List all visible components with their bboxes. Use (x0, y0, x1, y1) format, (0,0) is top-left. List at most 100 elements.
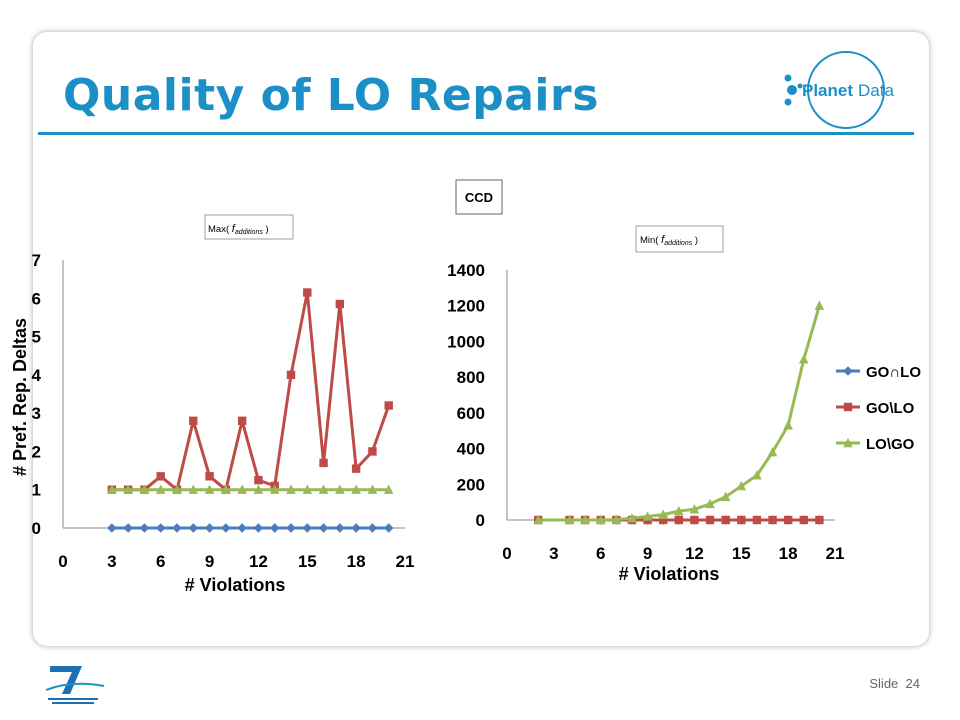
data-point (674, 515, 684, 525)
data-point (139, 523, 150, 533)
legend-label: LO\GO (866, 436, 915, 453)
chart-right-title-sub: additions (664, 240, 693, 247)
data-point (705, 498, 715, 509)
data-point (642, 511, 653, 521)
data-point (189, 416, 198, 425)
x-tick-label: 0 (502, 544, 511, 563)
title-divider (38, 132, 914, 135)
slide-title: Quality of LO Repairs (63, 70, 599, 121)
data-point (351, 464, 361, 473)
data-point (286, 370, 296, 380)
chart-right-title-close: ) (692, 235, 698, 246)
x-tick-label: 9 (205, 552, 214, 571)
chart-left-title-box (204, 214, 294, 240)
series-line-2 (538, 305, 821, 522)
x-tick-label: 21 (826, 544, 845, 563)
data-point (156, 472, 165, 481)
legend-marker (843, 366, 853, 376)
ccd-label: CCD (465, 190, 493, 205)
data-point (783, 515, 793, 525)
data-point (815, 515, 824, 525)
data-point (705, 515, 715, 525)
chart-right-xlabel: # Violations (619, 564, 720, 584)
logo-text-planet: Planet (802, 81, 853, 100)
y-tick-label: 4 (32, 366, 42, 385)
data-point (286, 523, 296, 533)
data-point (533, 514, 544, 525)
x-tick-label: 15 (732, 544, 751, 563)
legend-marker (843, 402, 853, 412)
chart-right-title-main: Min( (640, 235, 661, 246)
x-tick-label: 3 (549, 544, 558, 563)
data-point (269, 484, 280, 494)
y-tick-label: 3 (32, 404, 41, 423)
data-point (611, 514, 622, 524)
data-point (351, 484, 361, 494)
fp7-text-line (48, 698, 98, 700)
chart-left-title: Max( fadditions ) (208, 223, 269, 236)
chart-right-title-f: f (661, 234, 665, 246)
chart-right-title-box (635, 225, 724, 253)
logo-dot (784, 74, 792, 82)
data-point (627, 513, 637, 523)
data-point (205, 472, 214, 481)
data-point (384, 401, 393, 410)
data-point (367, 523, 378, 533)
y-tick-label: 7 (32, 251, 41, 270)
chart-left-ylabel: # Pref. Rep. Deltas (10, 318, 30, 476)
data-point (737, 515, 746, 525)
data-point (814, 300, 825, 310)
data-point (736, 480, 747, 491)
data-point (564, 514, 575, 525)
x-tick-label: 12 (685, 544, 704, 563)
data-point (318, 523, 329, 533)
y-tick-label: 0 (32, 519, 41, 538)
data-point (368, 447, 377, 456)
data-point (689, 504, 700, 514)
x-tick-label: 15 (298, 552, 317, 571)
data-point (172, 523, 182, 533)
x-tick-label: 18 (347, 552, 366, 571)
data-point (221, 523, 231, 533)
y-tick-label: 5 (32, 328, 41, 347)
logo-ring (807, 51, 885, 129)
data-point (253, 484, 264, 494)
data-point (367, 484, 378, 494)
data-point (319, 458, 328, 468)
data-point (335, 299, 345, 309)
y-tick-label: 6 (32, 289, 41, 308)
y-tick-label: 1200 (447, 297, 485, 316)
data-point (799, 515, 808, 525)
chart-left-title-close: ) (263, 224, 269, 235)
data-point (318, 484, 329, 494)
data-point (351, 523, 361, 533)
legend-label: GO∩LO (866, 364, 921, 381)
data-point (123, 484, 133, 494)
x-tick-label: 12 (249, 552, 268, 571)
y-tick-label: 1400 (447, 261, 485, 280)
data-point (254, 475, 263, 485)
data-point (237, 523, 247, 533)
data-point (767, 446, 778, 457)
x-tick-label: 9 (643, 544, 652, 563)
chart-left-xlabel: # Violations (185, 575, 286, 595)
data-point (302, 523, 313, 533)
data-point (188, 523, 199, 533)
slide-number-label: Slide (869, 676, 899, 691)
y-tick-label: 400 (457, 440, 485, 459)
logo-dot (797, 83, 803, 89)
data-point (237, 416, 247, 425)
x-tick-label: 18 (779, 544, 798, 563)
data-point (188, 484, 199, 494)
logo-dot (787, 85, 797, 95)
data-point (269, 523, 280, 533)
data-point (335, 484, 345, 494)
data-point (752, 470, 762, 480)
fp7-text-line (52, 702, 94, 704)
data-point (720, 491, 731, 501)
y-tick-label: 800 (457, 368, 485, 387)
data-point (721, 515, 730, 525)
y-tick-label: 1 (32, 481, 41, 500)
logo-dot (784, 98, 792, 106)
